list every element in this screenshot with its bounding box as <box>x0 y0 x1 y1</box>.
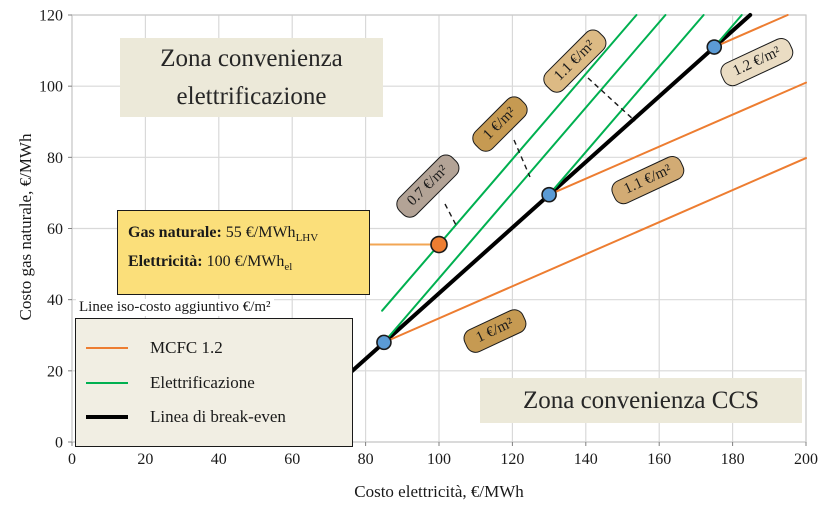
break-even-point-2 <box>541 186 557 203</box>
zone-label-electrification-text: Zona convenienza elettrificazione <box>160 45 343 110</box>
legend-item-label: Linea di break-even <box>150 407 286 427</box>
zone-box-electrification <box>120 38 383 117</box>
legend-swatch <box>86 346 128 349</box>
legend-swatch <box>86 415 128 420</box>
legend-item: Elettrificazione <box>86 373 342 393</box>
break-even-point-1 <box>376 334 392 351</box>
callout-electricity-label: Elettricità: <box>128 253 203 271</box>
callout-gas-line: Gas naturale: 55 €/MWhLHV <box>128 219 359 248</box>
callout-electricity-subscript: el <box>284 261 293 274</box>
scenario-callout: Gas naturale: 55 €/MWhLHV Elettricità: 1… <box>117 210 370 295</box>
leader-line <box>444 203 457 226</box>
x-tick-label: 40 <box>211 451 227 468</box>
x-tick-label: 200 <box>794 451 818 468</box>
series-mcfc-1 <box>382 157 807 344</box>
zone-label-ccs: Zona convenienza CCS <box>480 378 802 423</box>
legend: MCFC 1.2 Elettrificazione Linea di break-e… <box>75 318 353 447</box>
x-tick-label: 100 <box>427 451 451 468</box>
callout-electricity-value: 100 €/MWh <box>202 253 285 271</box>
callout-electricity-line: Elettricità: 100 €/MWhel <box>128 248 359 277</box>
legend-item-label: MCFC 1.2 <box>150 337 223 357</box>
legend-item: Linea di break-even <box>86 407 342 427</box>
leader-line <box>587 77 636 122</box>
x-tick-label: 120 <box>500 451 524 468</box>
series-elettrificazione-0.7 <box>381 14 638 312</box>
x-tick-label: 0 <box>68 451 76 468</box>
y-tick-label: 100 <box>39 79 63 96</box>
leader-line <box>513 139 531 178</box>
series-mcfc-1.2 <box>713 14 789 49</box>
x-tick-label: 60 <box>284 451 300 468</box>
zone-label-electrification: Zona convenienza elettrificazione <box>120 38 383 117</box>
legend-item: MCFC 1.2 <box>86 338 342 358</box>
series-mcfc-1.1 <box>548 81 807 196</box>
legend-swatch <box>86 381 128 384</box>
y-tick-label: 120 <box>39 8 63 25</box>
y-tick-label: 80 <box>47 150 63 167</box>
x-tick-label: 160 <box>647 451 671 468</box>
series-elettrificazione-1.1 <box>548 14 705 196</box>
y-tick-label: 0 <box>55 435 63 452</box>
callout-gas-subscript: LHV <box>295 232 319 245</box>
y-tick-label: 20 <box>47 363 63 380</box>
zone-label-ccs-text: Zona convenienza CCS <box>522 386 760 414</box>
y-axis-title: Costo gas naturale, €/MWh <box>16 133 35 321</box>
x-tick-label: 20 <box>137 451 153 468</box>
x-axis-title: Costo elettricità, €/MWh <box>354 482 524 501</box>
legend-title: Linee iso-costo aggiuntivo €/m² <box>76 299 274 316</box>
x-tick-label: 80 <box>358 451 374 468</box>
y-tick-label: 60 <box>47 221 63 238</box>
y-tick-label: 40 <box>47 292 63 309</box>
break-even-point-3 <box>706 39 723 55</box>
zone-box-ccs <box>480 378 802 423</box>
current-scenario-point <box>430 235 448 254</box>
callout-gas-label: Gas naturale: <box>128 224 222 241</box>
callout-gas-value: 55 €/MWh <box>221 224 296 241</box>
series-elettrificazione-1 <box>382 14 667 344</box>
legend-item-label: Elettrificazione <box>150 372 255 392</box>
x-tick-label: 180 <box>721 451 745 468</box>
x-tick-label: 140 <box>574 451 598 468</box>
